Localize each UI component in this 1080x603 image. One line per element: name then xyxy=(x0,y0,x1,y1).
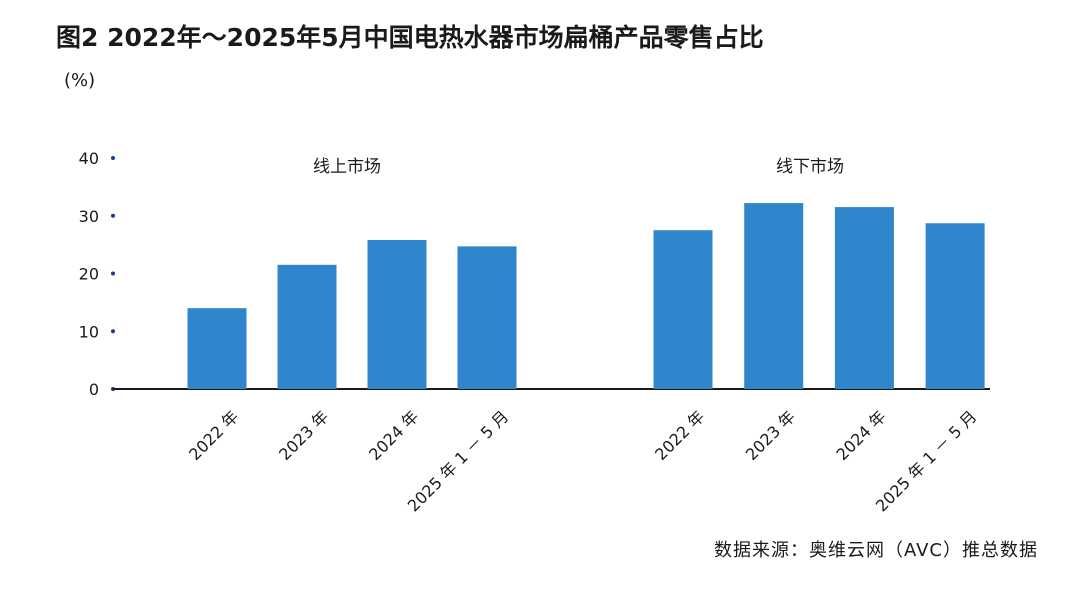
y-tick-label: 30 xyxy=(79,207,99,226)
bar xyxy=(925,223,985,389)
y-axis-unit: (%) xyxy=(64,70,96,91)
x-category-label: 2022 年 xyxy=(185,407,242,464)
y-tick-label: 20 xyxy=(79,265,99,284)
bar xyxy=(277,264,337,389)
bar xyxy=(457,246,517,389)
y-tick-mark xyxy=(111,329,115,334)
y-tick-mark xyxy=(111,213,115,218)
y-tick-mark xyxy=(111,271,115,276)
y-tick-mark xyxy=(111,156,115,160)
x-category-label: 2024 年 xyxy=(833,407,890,464)
x-category-label: 2023 年 xyxy=(742,407,799,464)
bar xyxy=(744,203,804,389)
data-source-note: 数据来源：奥维云网（AVC）推总数据 xyxy=(713,540,1038,561)
y-tick-label: 40 xyxy=(79,149,99,168)
x-category-label: 2023 年 xyxy=(275,407,332,464)
group-label: 线上市场 xyxy=(313,157,381,177)
bar xyxy=(653,230,713,389)
bar xyxy=(367,240,427,389)
x-category-label: 2024 年 xyxy=(365,407,422,464)
group-label: 线下市场 xyxy=(776,157,844,177)
x-category-label: 2025 年 1 － 5 月 xyxy=(404,407,513,516)
bar xyxy=(834,207,894,389)
bar xyxy=(187,308,247,389)
y-tick-label: 10 xyxy=(79,322,99,341)
x-category-label: 2022 年 xyxy=(651,407,708,464)
chart-title: 图2 2022年～2025年5月中国电热水器市场扁桶产品零售占比 xyxy=(56,23,764,52)
y-tick-label: 0 xyxy=(89,380,99,399)
x-category-label: 2025 年 1 － 5 月 xyxy=(872,407,981,516)
